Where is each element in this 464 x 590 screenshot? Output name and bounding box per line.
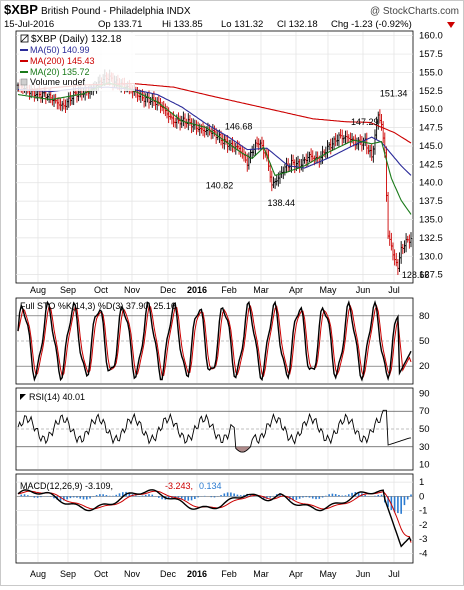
price-tick-label: 155.0	[419, 67, 443, 78]
price-annotation: 146.68	[225, 122, 253, 132]
price-tick-label: 150.0	[419, 104, 443, 115]
month-label: Sep	[60, 569, 76, 579]
month-label: Apr	[289, 569, 303, 579]
legend-price-mark	[20, 34, 29, 43]
month-label: Jun	[356, 569, 371, 579]
price-tick-label: 145.0	[419, 141, 443, 152]
ma20-line	[17, 82, 412, 215]
month-label: Feb	[221, 569, 237, 579]
price-annotation: 128.66	[402, 270, 430, 280]
rsi-line	[17, 409, 412, 453]
indicator-lines	[17, 300, 412, 548]
month-label: Nov	[124, 285, 141, 295]
price-tick-label: 152.5	[419, 86, 443, 97]
rsi-marker-icon	[20, 394, 26, 400]
rsi-tick-label: 10	[419, 460, 430, 471]
price-annotation: 140.82	[206, 181, 234, 191]
chart-title: British Pound - Philadelphia INDX	[41, 6, 191, 17]
month-label: Aug	[30, 569, 46, 579]
price-tick-label: 157.5	[419, 49, 443, 60]
legend-ma50: MA(50) 140.99	[30, 45, 90, 55]
sto-tick-label: 80	[419, 311, 430, 322]
sto-label: Full STO %K(14,3) %D(3) 37.90, 25.16	[20, 301, 176, 311]
quote-date: 15-Jul-2016	[4, 19, 54, 30]
quote-high: Hi 133.85	[162, 19, 203, 30]
quote-low: Lo 131.32	[221, 19, 263, 30]
sto-k-line	[17, 300, 412, 382]
down-arrow-icon	[447, 22, 455, 28]
legend-price: $XBP (Daily) 132.18	[31, 34, 122, 45]
month-label: Jun	[356, 285, 371, 295]
macd-tick-label: 0	[419, 491, 424, 502]
price-tick-label: 142.5	[419, 159, 443, 170]
month-label: Mar	[253, 285, 269, 295]
month-label: Feb	[221, 285, 237, 295]
price-tick-label: 140.0	[419, 178, 443, 189]
month-label: Mar	[253, 569, 269, 579]
macd-signal-line	[17, 490, 412, 543]
macd-tick-label: -4	[419, 548, 427, 559]
month-label: Jul	[388, 285, 400, 295]
legend-price-swatch	[20, 34, 29, 43]
macd-tick-label: 1	[419, 477, 424, 488]
price-annotation: 151.34	[380, 88, 408, 98]
price-tick-label: 147.5	[419, 123, 443, 134]
quote-close: Cl 132.18	[277, 19, 318, 30]
month-label: Nov	[124, 569, 141, 579]
legend-box	[19, 33, 135, 91]
month-label: Jul	[388, 569, 400, 579]
macd-tick-label: -3	[419, 534, 427, 545]
rsi-tick-label: 70	[419, 406, 430, 417]
price-annotation: 138.44	[267, 198, 295, 208]
month-label: Dec	[160, 569, 177, 579]
legend-ma200: MA(200) 145.43	[30, 56, 95, 66]
month-label: Oct	[94, 569, 109, 579]
price-tick-label: 137.5	[419, 196, 443, 207]
price-tick-label: 135.0	[419, 215, 443, 226]
legend-volume-swatch	[20, 78, 28, 86]
chart-symbol: $XBP	[4, 2, 38, 17]
legend-volume: Volume undef	[30, 77, 86, 87]
rsi-label: RSI(14) 40.01	[29, 392, 85, 402]
price-annotation: 147.29	[351, 117, 379, 127]
axis-labels: 160.0 157.5 155.0 152.5 150.0 147.5 145.0 142.5…	[30, 31, 443, 579]
macd-line	[17, 489, 412, 548]
price-tick-label: 127.5	[419, 270, 443, 281]
price-tick-label: 130.0	[419, 251, 443, 262]
month-label: May	[319, 569, 337, 579]
month-label: Oct	[94, 285, 109, 295]
price-tick-label: 160.0	[419, 31, 443, 42]
macd-panel	[15, 473, 414, 564]
quote-change: Chg -1.23 (-0.92%)	[331, 19, 412, 30]
rsi-tick-label: 50	[419, 424, 430, 435]
month-label: Sep	[60, 285, 76, 295]
macd-tick-label: -2	[419, 520, 427, 531]
macd-hist-value: 0.134	[199, 481, 222, 491]
watermark: @ StockCharts.com	[370, 6, 459, 17]
sto-tick-label: 20	[419, 361, 430, 372]
macd-tick-label: -1	[419, 506, 427, 517]
rsi-oversold-fill	[235, 446, 251, 453]
month-label: 2016	[187, 569, 207, 579]
sto-tick-label: 50	[419, 336, 430, 347]
month-label: Dec	[160, 285, 177, 295]
rsi-tick-label: 30	[419, 442, 430, 453]
macd-signal-value: -3.243,	[165, 481, 193, 491]
rsi-tick-label: 90	[419, 388, 430, 399]
month-label: 2016	[187, 285, 207, 295]
price-tick-label: 132.5	[419, 233, 443, 244]
month-label: Apr	[289, 285, 303, 295]
quote-open: Op 133.71	[98, 19, 142, 30]
legend-ma20: MA(20) 135.72	[30, 67, 90, 77]
month-label: Aug	[30, 285, 46, 295]
month-label: May	[319, 285, 337, 295]
macd-label: MACD(12,26,9) -3.109,	[20, 481, 113, 491]
